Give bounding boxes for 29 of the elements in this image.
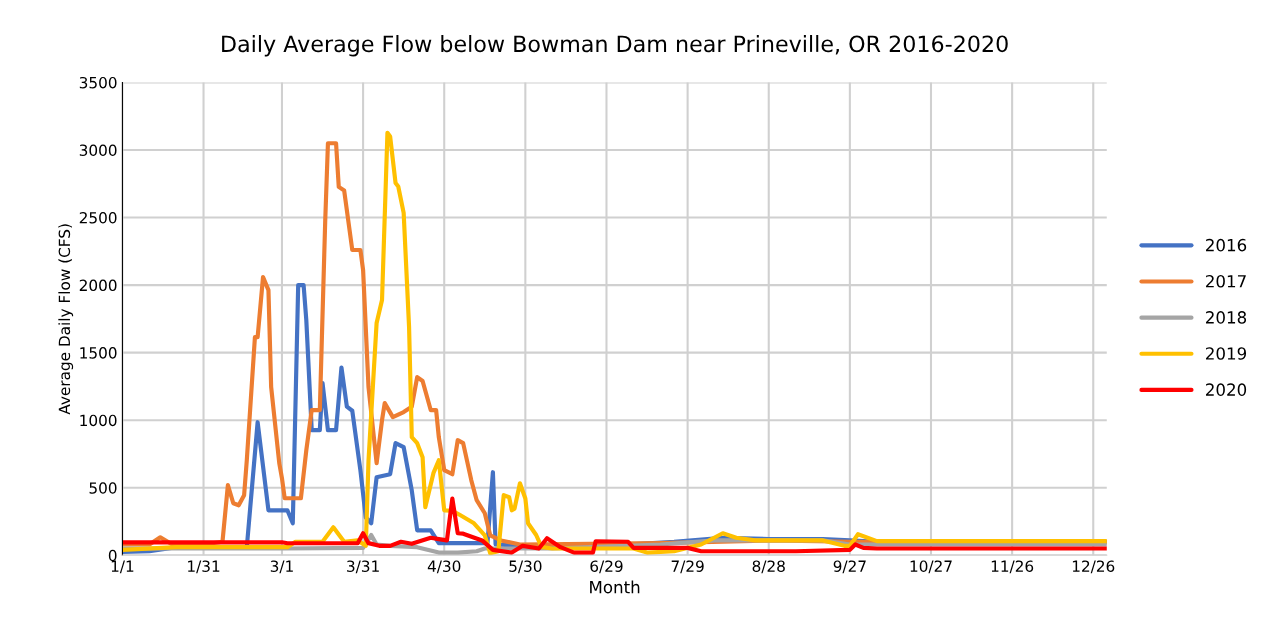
x-tick-label: 3/31	[347, 560, 379, 574]
legend-label: 2018	[1206, 311, 1247, 324]
y-tick-label: 1500	[80, 347, 117, 359]
legend-label: 2020	[1206, 383, 1247, 396]
y-tick-label: 1000	[80, 414, 117, 427]
y-axis-title: Average Daily Flow (CFS)	[58, 224, 74, 415]
x-tick-label: 3/1	[270, 560, 293, 574]
legend-label: 2019	[1206, 347, 1247, 360]
x-tick-label: 11/26	[991, 560, 1034, 574]
chart-title: Daily Average Flow below Bowman Dam near Prineville, OR 2016-2020	[222, 34, 1008, 57]
x-tick-label: 10/27	[910, 560, 952, 574]
x-tick-label: 6/29	[590, 560, 623, 574]
y-tick-label: 0	[108, 549, 117, 562]
y-tick-label: 3500	[79, 76, 117, 89]
x-tick-label: 1/31	[188, 560, 220, 574]
x-tick-label: 7/29	[671, 560, 704, 574]
x-tick-label: 4/30	[427, 560, 461, 574]
y-tick-label: 2500	[79, 212, 117, 224]
legend-label: 2016	[1206, 238, 1247, 252]
legend-label: 2017	[1206, 274, 1246, 288]
x-tick-label: 8/28	[752, 560, 785, 574]
x-tick-label: 1/1	[111, 560, 134, 574]
x-axis-title: Month	[590, 580, 640, 594]
x-tick-label: 9/27	[833, 560, 866, 574]
y-tick-label: 3000	[79, 144, 117, 156]
y-tick-label: 500	[89, 482, 117, 494]
x-tick-label: 12/26	[1072, 560, 1115, 574]
x-tick-label: 5/30	[509, 560, 542, 574]
y-tick-label: 2000	[79, 279, 117, 292]
